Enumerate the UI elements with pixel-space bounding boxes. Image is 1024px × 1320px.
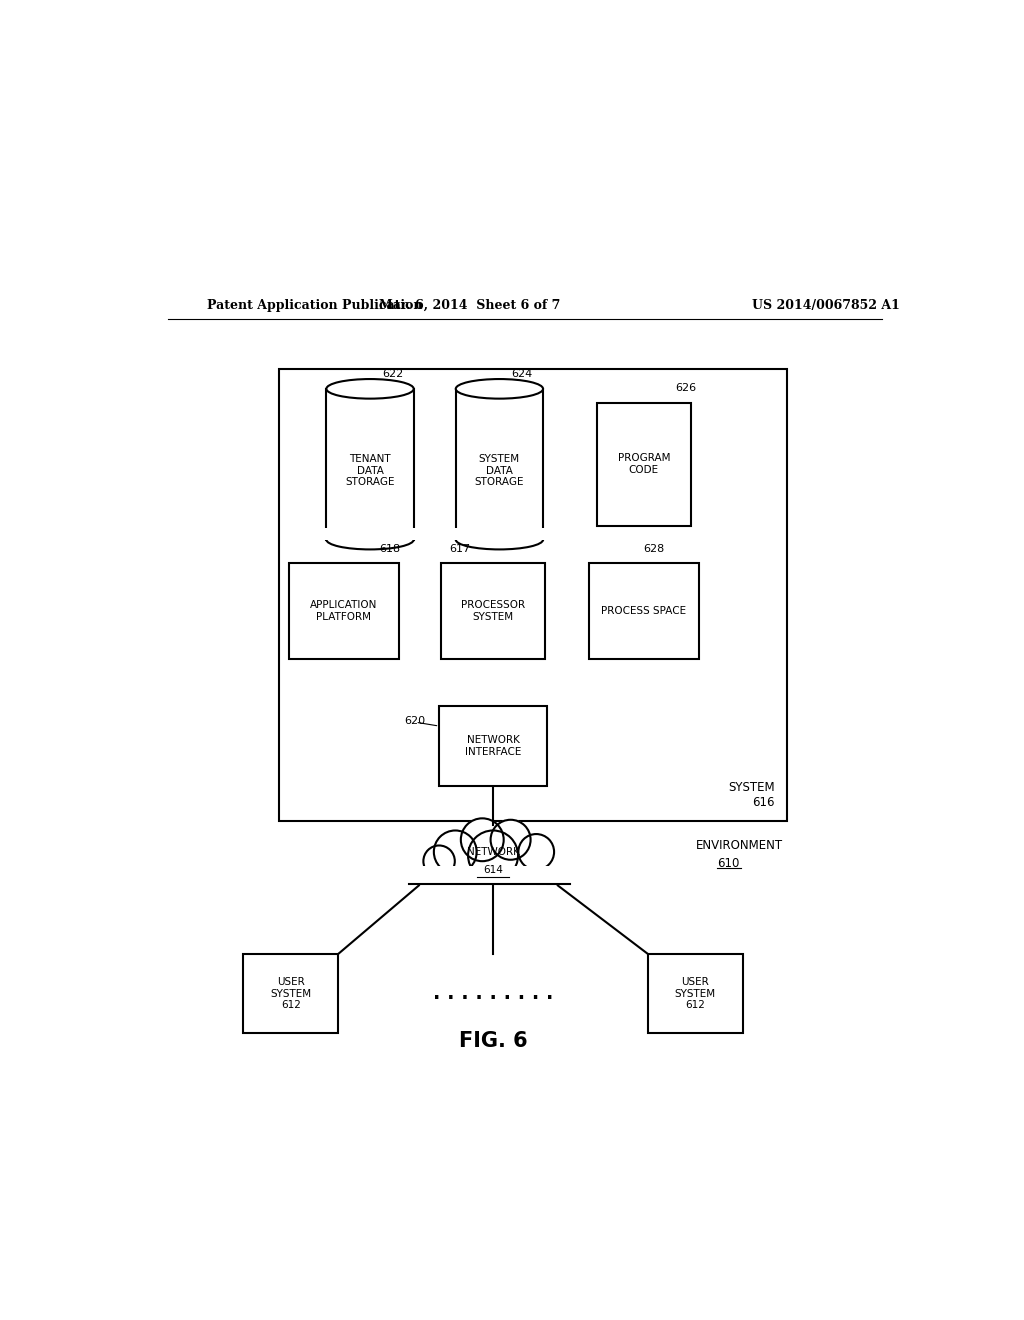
Text: USER
SYSTEM
612: USER SYSTEM 612 (270, 977, 311, 1010)
Text: TENANT
DATA
STORAGE: TENANT DATA STORAGE (345, 454, 395, 487)
Bar (327, 389, 414, 540)
Bar (597, 403, 690, 525)
Text: 624: 624 (511, 370, 532, 379)
Text: Mar. 6, 2014  Sheet 6 of 7: Mar. 6, 2014 Sheet 6 of 7 (379, 300, 560, 312)
Circle shape (434, 830, 477, 874)
Text: NETWORK: NETWORK (467, 846, 519, 857)
Ellipse shape (327, 379, 414, 399)
Text: Patent Application Publication: Patent Application Publication (207, 300, 423, 312)
Circle shape (490, 820, 530, 859)
Text: . . . . . . . . .: . . . . . . . . . (433, 985, 553, 1003)
Bar (589, 564, 698, 659)
Text: PROGRAM
CODE: PROGRAM CODE (617, 454, 670, 475)
Text: SYSTEM
616: SYSTEM 616 (728, 781, 775, 809)
Text: 626: 626 (675, 383, 696, 393)
Text: 628: 628 (643, 544, 665, 554)
Text: 614: 614 (483, 865, 503, 875)
Ellipse shape (327, 529, 414, 549)
Text: NETWORK
INTERFACE: NETWORK INTERFACE (465, 735, 521, 756)
Text: PROCESSOR
SYSTEM: PROCESSOR SYSTEM (461, 601, 525, 622)
Bar (243, 954, 338, 1034)
Circle shape (423, 846, 455, 876)
Text: ENVIRONMENT: ENVIRONMENT (695, 838, 782, 851)
Text: USER
SYSTEM
612: USER SYSTEM 612 (675, 977, 716, 1010)
Text: 610: 610 (717, 857, 739, 870)
Bar (323, 528, 418, 540)
Bar (439, 706, 547, 785)
Text: SYSTEM
DATA
STORAGE: SYSTEM DATA STORAGE (475, 454, 524, 487)
Circle shape (468, 830, 518, 880)
Text: 618: 618 (379, 544, 400, 554)
Circle shape (461, 818, 504, 861)
Bar (456, 389, 543, 540)
Bar (441, 564, 545, 659)
Text: APPLICATION
PLATFORM: APPLICATION PLATFORM (310, 601, 378, 622)
Bar (289, 564, 398, 659)
Ellipse shape (456, 379, 543, 399)
Text: FIG. 6: FIG. 6 (459, 1031, 527, 1051)
Text: 617: 617 (450, 544, 471, 554)
Text: PROCESS SPACE: PROCESS SPACE (601, 606, 686, 616)
Text: US 2014/0067852 A1: US 2014/0067852 A1 (753, 300, 900, 312)
Bar (452, 528, 547, 540)
Circle shape (518, 834, 554, 870)
Bar (406, 866, 581, 895)
Ellipse shape (456, 529, 543, 549)
Bar (648, 954, 743, 1034)
Text: 622: 622 (382, 370, 403, 379)
Bar (279, 370, 786, 821)
Text: 620: 620 (404, 717, 425, 726)
